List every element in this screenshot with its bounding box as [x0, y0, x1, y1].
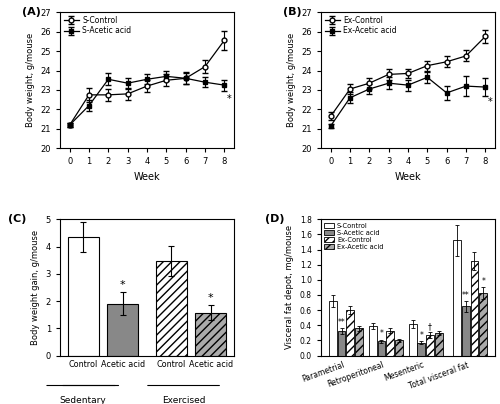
- Legend: S-Control, S-Acetic acid: S-Control, S-Acetic acid: [64, 16, 132, 36]
- Text: *: *: [380, 330, 384, 339]
- Text: *: *: [120, 280, 126, 290]
- Bar: [435, 333, 443, 356]
- X-axis label: Week: Week: [134, 172, 160, 182]
- Text: (A): (A): [22, 7, 40, 17]
- Bar: [68, 237, 98, 356]
- Text: **: **: [338, 318, 345, 327]
- Y-axis label: Body weight, g/mouse: Body weight, g/mouse: [287, 33, 296, 127]
- Bar: [462, 306, 469, 356]
- Y-axis label: Visceral fat depot, mg/mouse: Visceral fat depot, mg/mouse: [286, 225, 294, 349]
- Y-axis label: Body weight, g/mouse: Body weight, g/mouse: [26, 33, 35, 127]
- Text: (D): (D): [266, 214, 285, 224]
- Text: (B): (B): [282, 7, 302, 17]
- Text: Sedentary: Sedentary: [60, 396, 106, 404]
- Bar: [453, 240, 461, 356]
- Bar: [346, 310, 354, 356]
- Bar: [426, 335, 434, 356]
- Bar: [386, 330, 394, 356]
- Bar: [108, 304, 138, 356]
- Text: *: *: [482, 277, 485, 286]
- Bar: [329, 301, 336, 356]
- Text: *: *: [420, 331, 424, 340]
- Text: *: *: [488, 97, 492, 107]
- Legend: S-Control, S-Acetic acid, Ex-Control, Ex-Acetic acid: S-Control, S-Acetic acid, Ex-Control, Ex…: [324, 223, 384, 250]
- Bar: [395, 341, 403, 356]
- Text: *: *: [226, 94, 231, 104]
- Bar: [355, 328, 363, 356]
- Text: †: †: [428, 322, 432, 331]
- Text: (C): (C): [8, 214, 26, 224]
- Text: Exercised: Exercised: [162, 396, 206, 404]
- Text: **: **: [462, 291, 469, 300]
- Bar: [480, 293, 487, 356]
- Y-axis label: Body weight gain, g/mouse: Body weight gain, g/mouse: [31, 230, 40, 345]
- Text: *: *: [208, 293, 214, 303]
- Bar: [369, 326, 376, 356]
- Legend: Ex-Control, Ex-Acetic acid: Ex-Control, Ex-Acetic acid: [325, 16, 397, 36]
- Bar: [378, 341, 386, 356]
- Bar: [156, 261, 186, 356]
- X-axis label: Week: Week: [394, 172, 421, 182]
- Bar: [418, 343, 426, 356]
- Bar: [470, 261, 478, 356]
- Bar: [408, 324, 416, 356]
- Bar: [338, 331, 345, 356]
- Bar: [196, 313, 226, 356]
